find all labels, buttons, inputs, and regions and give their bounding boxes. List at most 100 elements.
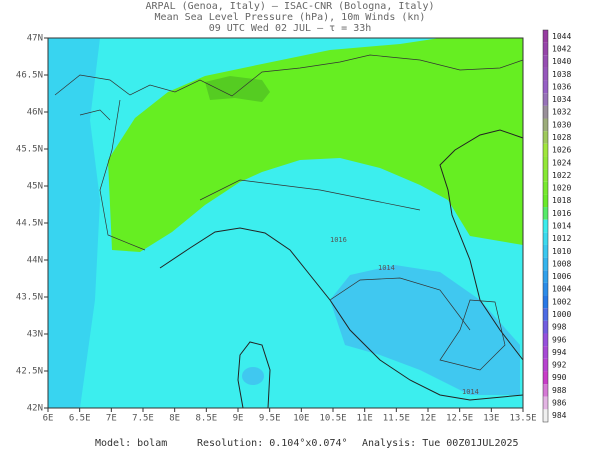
lon-label: 10E xyxy=(293,414,309,424)
colorbar-cell xyxy=(543,308,548,321)
pressure-region xyxy=(242,367,264,385)
colorbar-label: 996 xyxy=(552,335,567,344)
lat-label: 45.5N xyxy=(16,145,43,155)
colorbar-cell xyxy=(543,244,548,258)
coastline xyxy=(159,227,524,401)
colorbar-label: 1020 xyxy=(552,184,571,193)
lat-label: 43.5N xyxy=(16,293,43,303)
colorbar-cell xyxy=(543,30,548,43)
colorbar-label: 988 xyxy=(552,386,567,395)
resolution-label: Resolution: 0.104°x0.074° xyxy=(197,438,348,449)
lon-label: 7E xyxy=(106,414,117,424)
colorbar-label: 1044 xyxy=(552,32,571,41)
colorbar-cell xyxy=(543,257,548,271)
axis-ticks: 47N 46.5N 46N 45.5N 45N 44.5N 44N 43.5N 43N 42.5N… xyxy=(16,34,537,424)
colorbar-label: 1014 xyxy=(552,222,571,231)
colorbar-cell xyxy=(543,105,548,119)
title-line: 09 UTC Wed 02 JUL – τ = 33h xyxy=(209,23,372,34)
colorbar-label: 1004 xyxy=(552,285,571,294)
colorbar-label: 1010 xyxy=(552,247,571,256)
lon-label: 9E xyxy=(233,414,244,424)
colorbar-label: 992 xyxy=(552,361,567,370)
map: 1016 1014 1014 xyxy=(47,37,524,409)
header: ARPAL (Genoa, Italy) – ISAC-CNR (Bologna… xyxy=(146,1,435,34)
title-line: ARPAL (Genoa, Italy) – ISAC-CNR (Bologna… xyxy=(146,1,435,12)
coastline xyxy=(237,341,271,409)
border xyxy=(439,299,506,371)
colorbar-cell xyxy=(543,55,548,68)
colorbar-cell xyxy=(543,143,548,157)
pressure-region xyxy=(48,38,100,408)
lat-label: 47N xyxy=(27,34,43,44)
colorbar-cell xyxy=(543,169,548,182)
lat-label: 46N xyxy=(27,108,43,118)
colorbar-label: 1032 xyxy=(552,108,571,117)
colorbar-label: 1042 xyxy=(552,44,571,53)
colorbar-cell xyxy=(543,320,548,334)
colorbar-cell xyxy=(543,67,548,81)
colorbar-cell xyxy=(543,181,548,195)
colorbar-label: 1016 xyxy=(552,209,571,218)
coastline xyxy=(439,129,524,361)
colorbar-cell xyxy=(543,371,548,385)
colorbar-cell xyxy=(543,156,548,170)
contour-label: 1014 xyxy=(462,388,479,396)
lon-label: 12.5E xyxy=(446,414,473,424)
lon-label: 12E xyxy=(420,414,436,424)
footer: Model: bolam Resolution: 0.104°x0.074° A… xyxy=(95,438,519,449)
colorbar-label: 1028 xyxy=(552,133,571,142)
lat-label: 43N xyxy=(27,330,43,340)
colorbar-label: 990 xyxy=(552,373,567,382)
lake xyxy=(79,109,111,121)
colorbar-cell xyxy=(543,396,548,410)
colorbar-cell xyxy=(543,270,548,283)
lat-label: 42N xyxy=(27,404,43,414)
colorbar-label: 1040 xyxy=(552,57,571,66)
lon-label: 11.5E xyxy=(383,414,410,424)
colorbar-label: 1008 xyxy=(552,259,571,268)
lon-label: 7.5E xyxy=(132,414,154,424)
colorbar-cell xyxy=(543,409,548,422)
pressure-region xyxy=(205,76,270,102)
colorbar-cell xyxy=(543,358,548,372)
colorbar-cell xyxy=(543,333,548,347)
colorbar-cell xyxy=(543,282,548,296)
colorbar-label: 994 xyxy=(552,348,567,357)
colorbar-cell xyxy=(543,219,548,233)
colorbar-label: 1030 xyxy=(552,120,571,129)
colorbar-cell xyxy=(543,118,548,132)
colorbar-label: 986 xyxy=(552,399,567,408)
colorbar-cell xyxy=(543,295,548,309)
colorbar-label: 1026 xyxy=(552,146,571,155)
colorbar-label: 984 xyxy=(552,411,567,420)
lon-label: 6.5E xyxy=(69,414,91,424)
border xyxy=(329,277,471,331)
lat-label: 45N xyxy=(27,182,43,192)
lat-label: 44N xyxy=(27,256,43,266)
colorbar-label: 1018 xyxy=(552,196,571,205)
colorbar-frame xyxy=(542,29,549,423)
contour-label: 1014 xyxy=(378,264,395,272)
lon-label: 6E xyxy=(43,414,54,424)
colorbar-label: 1038 xyxy=(552,70,571,79)
colorbar-label: 1006 xyxy=(552,272,571,281)
title-line: Mean Sea Level Pressure (hPa), 10m Winds… xyxy=(155,12,426,23)
colorbar-label: 1012 xyxy=(552,234,571,243)
lon-label: 13.5E xyxy=(509,414,536,424)
colorbar-label: 1034 xyxy=(552,95,571,104)
colorbar-label: 998 xyxy=(552,323,567,332)
lon-label: 13E xyxy=(483,414,499,424)
colorbar-label: 1000 xyxy=(552,310,571,319)
lon-label: 9.5E xyxy=(259,414,281,424)
colorbar-cell xyxy=(543,131,548,144)
model-label: Model: bolam xyxy=(95,438,167,449)
colorbar-cell xyxy=(543,346,548,359)
lat-label: 46.5N xyxy=(16,71,43,81)
colorbar-cell xyxy=(543,232,548,245)
border xyxy=(99,99,146,251)
border xyxy=(199,179,421,211)
colorbar-cell xyxy=(543,42,548,56)
pressure-region xyxy=(330,265,520,395)
border xyxy=(54,54,524,97)
